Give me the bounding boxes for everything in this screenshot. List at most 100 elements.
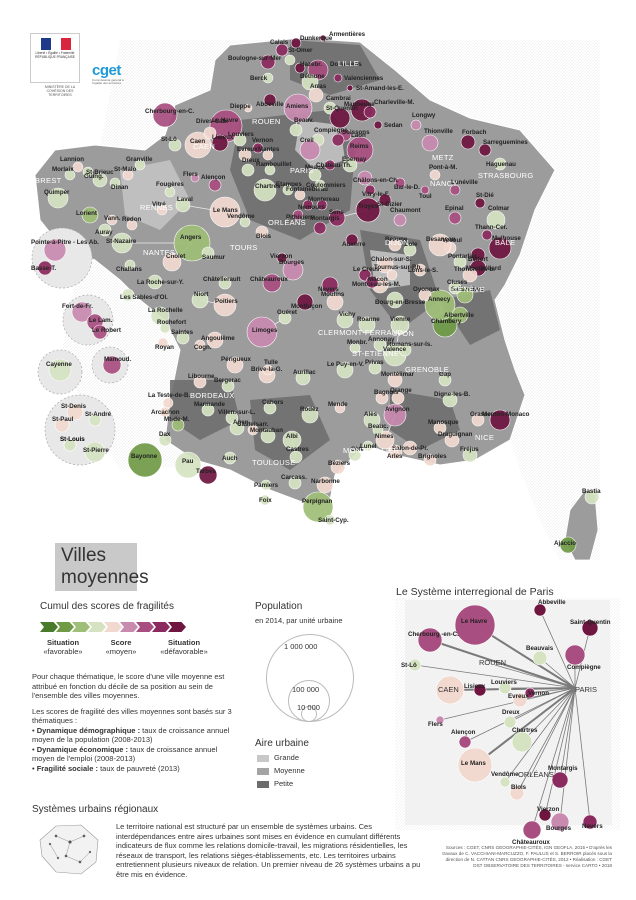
- city-circle-131: [302, 491, 334, 523]
- city-label-197: St-Pierre: [83, 447, 109, 454]
- city-label-23: Reims: [350, 143, 369, 150]
- city-label-175: Montceau-les-M.: [352, 281, 401, 288]
- city-label-38: Pont-à-M.: [429, 164, 457, 171]
- city-circle-33: [342, 157, 358, 173]
- city-circle-84: [173, 224, 211, 262]
- city-label-142: Alès: [364, 411, 378, 418]
- city-circle-62: [134, 159, 146, 171]
- city-label-188: Fort-de-Fr.: [62, 303, 93, 310]
- city-label-133: Foix: [259, 497, 272, 504]
- city-label-184: Bastia: [582, 488, 601, 495]
- explanation-text: Pour chaque thématique, le score d'une v…: [32, 672, 232, 773]
- population-legend-title: Population: [255, 601, 303, 612]
- city-circle-60: [109, 177, 121, 189]
- city-label-113: Bergerac: [214, 377, 241, 384]
- city-label-194: St-Paul: [52, 416, 74, 423]
- city-label-111: Tulle: [264, 359, 279, 366]
- scale-favorable: Situation «favorable»: [43, 638, 83, 656]
- city-label-150: Beauc.: [368, 423, 389, 430]
- city-label-53: Auxerre: [342, 241, 366, 248]
- inset-circle-8: [498, 681, 512, 695]
- city-circle-36: [394, 177, 406, 189]
- city-circle-148: [375, 391, 389, 405]
- city-circle-87: [124, 259, 136, 271]
- city-circle-97: [213, 293, 237, 317]
- inset-link-13: [449, 687, 576, 691]
- city-circle-135: [198, 465, 218, 485]
- city-label-67: Louviers: [228, 131, 254, 138]
- city-circle-69: [252, 142, 264, 154]
- systemes-title: Systèmes urbains régionaux: [32, 804, 159, 815]
- city-label-101: Vierzon: [270, 253, 292, 260]
- city-circle-99: [255, 225, 269, 239]
- inset-circle-11: [503, 715, 517, 729]
- city-label-134: Pamiers: [254, 482, 279, 489]
- city-label-127: Carcass.: [281, 474, 307, 481]
- inset-circle-9: [512, 692, 528, 708]
- city-label-152: Draguignan: [438, 431, 473, 438]
- inset-link-14: [414, 664, 576, 689]
- city-circle-176: [388, 238, 402, 252]
- city-label-116: La Teste-de-B.: [148, 392, 190, 399]
- city-label-65: Dives-Cab.: [196, 118, 228, 125]
- inset-label-26: Châteauroux: [512, 839, 550, 846]
- city-label-47: Vesoul: [442, 237, 462, 244]
- city-circle-182: [336, 361, 354, 379]
- city-label-139: Dax: [159, 431, 171, 438]
- bullet-economique: • Dynamique économique : taux de croissa…: [32, 744, 218, 764]
- city-label-20: Charleville-M.: [374, 99, 415, 106]
- inset-label-11: Dreux: [502, 709, 520, 716]
- inset-circle-22: [551, 771, 569, 789]
- city-circle-102: [282, 259, 304, 281]
- region-label-8: BORDEAUX: [190, 391, 235, 400]
- city-label-124: Rodez: [300, 406, 319, 413]
- city-circle-26: [299, 139, 321, 161]
- city-circle-101: [276, 252, 288, 264]
- cget-subtitle: Commissariat général à l'égalité des ter…: [92, 78, 124, 86]
- city-circle-151: [433, 421, 447, 435]
- city-label-207: Pithiviers: [286, 214, 314, 221]
- city-circle-129: [330, 459, 346, 475]
- city-label-26: Creil: [300, 137, 314, 144]
- city-circle-133: [259, 494, 271, 506]
- region-label-10: MONTPELLIER: [343, 446, 400, 455]
- inset-label-13: CAEN: [438, 685, 459, 694]
- inset-label-4: Cherbourg -en-C.: [408, 631, 459, 638]
- city-label-92: Rochefort: [157, 319, 186, 326]
- city-circle-63: [168, 138, 182, 152]
- scale-step-7: [136, 622, 154, 632]
- city-label-112: Périgueux: [221, 356, 251, 363]
- city-circle-35: [364, 184, 376, 196]
- city-circle-54: [313, 221, 327, 235]
- city-label-19: St-Quentin: [326, 105, 358, 112]
- city-label-199: Meaux: [305, 164, 325, 171]
- region-label-9: TOULOUSE: [252, 458, 296, 467]
- inset-circle-25: [582, 814, 598, 830]
- city-circle-153: [462, 447, 478, 463]
- inset-label-3: Compiègne: [567, 664, 601, 671]
- city-label-109: Limoges: [252, 327, 278, 334]
- inset-label-8: Louviers: [491, 679, 517, 686]
- city-circle-55: [321, 276, 339, 294]
- city-circle-167: [456, 286, 474, 304]
- city-label-68: Evreux: [237, 146, 258, 153]
- city-circle-200: [314, 179, 326, 191]
- inset-circle-26: [522, 820, 542, 840]
- city-label-151: Manosque: [428, 419, 459, 426]
- city-label-161: Romans-sur-Is.: [387, 341, 432, 348]
- inset-link-17: [521, 687, 576, 743]
- city-label-164: Chambéry: [431, 318, 462, 325]
- scale-step-8: [152, 622, 170, 632]
- inset-link-22: [559, 687, 576, 781]
- city-circle-202: [302, 199, 314, 211]
- city-label-158: Montélimar: [381, 371, 415, 378]
- scores-legend-title: Cumul des scores de fragilités: [40, 601, 174, 612]
- city-label-37: Toul: [419, 193, 432, 200]
- region-label-0: LILLE: [338, 59, 359, 68]
- city-label-64: Caen: [190, 138, 205, 145]
- city-label-138: Bayonne: [131, 453, 158, 460]
- explanation-p1: Pour chaque thématique, le score d'une v…: [32, 672, 225, 700]
- scale-step-9: [168, 622, 186, 632]
- city-circle-184: [584, 489, 600, 505]
- city-circle-96: [206, 331, 224, 349]
